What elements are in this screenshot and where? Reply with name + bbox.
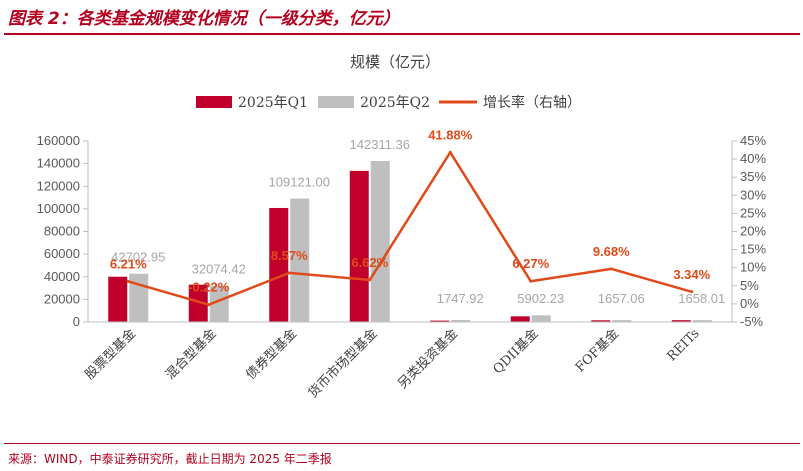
x-axis-category-label: 货币市场型基金 — [305, 326, 381, 402]
rate-value-label: 3.34% — [673, 267, 710, 282]
rate-point — [126, 279, 130, 283]
x-axis-category-label: 股票型基金 — [82, 326, 139, 383]
bar-value-label: 1657.06 — [598, 291, 645, 306]
right-axis-tick-label: 40% — [740, 151, 766, 166]
left-axis-tick-label: 140000 — [37, 156, 80, 171]
bar-q1 — [349, 170, 369, 322]
left-axis-tick-label: 120000 — [37, 178, 80, 193]
x-axis-category-label: 混合型基金 — [162, 326, 219, 383]
x-axis-category-label: FOF基金 — [572, 326, 622, 376]
right-axis-tick-label: 45% — [740, 133, 766, 148]
bar-q1 — [510, 316, 530, 322]
rate-point — [690, 290, 694, 294]
x-axis-category-label: REITs — [665, 326, 703, 364]
bar-q1 — [108, 276, 128, 322]
x-axis: 股票型基金 混合型基金 债券型基金 货币市场型基金 另类投资基金 QDII基金 FOF基金 R… — [82, 321, 732, 402]
bar-value-label: 1658.01 — [678, 291, 725, 306]
footer-divider — [4, 443, 800, 444]
right-axis-tick-label: 0% — [740, 296, 759, 311]
legend-swatch-q1 — [196, 96, 232, 108]
left-axis-tick-label: 160000 — [37, 133, 80, 148]
bar-q2 — [451, 320, 471, 322]
left-axis-tick-label: 80000 — [44, 224, 80, 239]
left-axis-tick-label: 60000 — [44, 246, 80, 261]
left-axis-tick-label: 100000 — [37, 201, 80, 216]
source-note: 来源：WIND，中泰证券研究所，截止日期为 2025 年二季报 — [8, 452, 332, 466]
combo-chart: 规模（亿元） 2025年Q1 2025年Q2 增长率（右轴） 0 20000 400… — [37, 53, 767, 402]
bar-q1 — [188, 284, 208, 322]
rate-value-label: -0.22% — [188, 280, 230, 295]
bar-q2 — [129, 273, 149, 322]
figure-title: 图表 2：各类基金规模变化情况（一级分类，亿元） — [8, 9, 400, 29]
bar-q2 — [290, 198, 310, 322]
bar-q1 — [671, 320, 691, 322]
right-y-axis: -5% 0% 5% 10% 15% 20% 25% 30% 35% 40% 45% — [731, 133, 766, 329]
rate-point — [207, 303, 211, 307]
rate-line — [127, 151, 693, 306]
left-axis-tick-label: 20000 — [44, 291, 80, 306]
left-axis-tick-label: 40000 — [44, 269, 80, 284]
rate-point — [368, 278, 372, 282]
bar-value-label: 109121.00 — [269, 175, 330, 190]
legend-label-rate: 增长率（右轴） — [483, 94, 581, 111]
bar-q2 — [370, 161, 390, 322]
rate-value-label: 6.21% — [110, 256, 147, 271]
rate-point — [609, 267, 613, 271]
x-axis-category-label: 另类投资基金 — [395, 326, 461, 392]
left-axis-tick-label: 0 — [73, 314, 80, 329]
right-axis-tick-label: -5% — [740, 314, 764, 329]
bar-value-label: 32074.42 — [192, 262, 246, 277]
bar-q1 — [430, 320, 450, 322]
right-axis-tick-label: 20% — [740, 224, 766, 239]
rate-line-series — [126, 150, 694, 307]
bar-value-label: 42702.95 — [111, 250, 165, 265]
bar-q2 — [531, 315, 551, 322]
legend-label-q1: 2025年Q1 — [238, 95, 308, 111]
bar-value-labels: 42702.95 32074.42 109121.00 142311.36 1747.9… — [111, 137, 725, 306]
rate-value-label: 8.57% — [271, 248, 308, 263]
right-axis-tick-label: 5% — [740, 278, 759, 293]
bar-value-label: 1747.92 — [437, 291, 484, 306]
bar-q2 — [209, 285, 229, 322]
chart-legend: 2025年Q1 2025年Q2 增长率（右轴） — [196, 94, 581, 111]
x-axis-category-label: QDII基金 — [490, 326, 542, 378]
bar-q2 — [612, 320, 632, 322]
right-axis-tick-label: 30% — [740, 187, 766, 202]
rate-point — [529, 279, 533, 283]
bar-series — [108, 161, 712, 322]
right-axis-tick-label: 15% — [740, 242, 766, 257]
right-axis-tick-label: 35% — [740, 169, 766, 184]
rate-point — [448, 150, 452, 154]
bar-q1 — [269, 207, 289, 322]
left-y-axis: 0 20000 40000 60000 80000 100000 120000 140000 1… — [37, 133, 89, 329]
rate-value-label: 6.27% — [512, 256, 549, 271]
bar-value-label: 5902.23 — [517, 291, 564, 306]
legend-label-q2: 2025年Q2 — [360, 95, 430, 111]
chart-title: 规模（亿元） — [350, 53, 440, 71]
rate-value-label: 6.62% — [351, 255, 388, 270]
rate-value-label: 9.68% — [593, 244, 630, 259]
right-axis-tick-label: 25% — [740, 205, 766, 220]
rate-point — [287, 271, 291, 275]
legend-swatch-q2 — [318, 96, 354, 108]
rate-value-label: 41.88% — [428, 127, 473, 142]
title-divider — [4, 33, 800, 35]
bar-q2 — [692, 320, 712, 322]
rate-value-labels: 6.21% -0.22% 8.57% 6.62% 41.88% 6.27% 9.68% 3.3… — [110, 127, 711, 294]
right-axis-tick-label: 10% — [740, 260, 766, 275]
x-axis-category-label: 债券型基金 — [243, 326, 300, 383]
bar-q1 — [591, 320, 611, 322]
bar-value-label: 142311.36 — [350, 137, 411, 152]
